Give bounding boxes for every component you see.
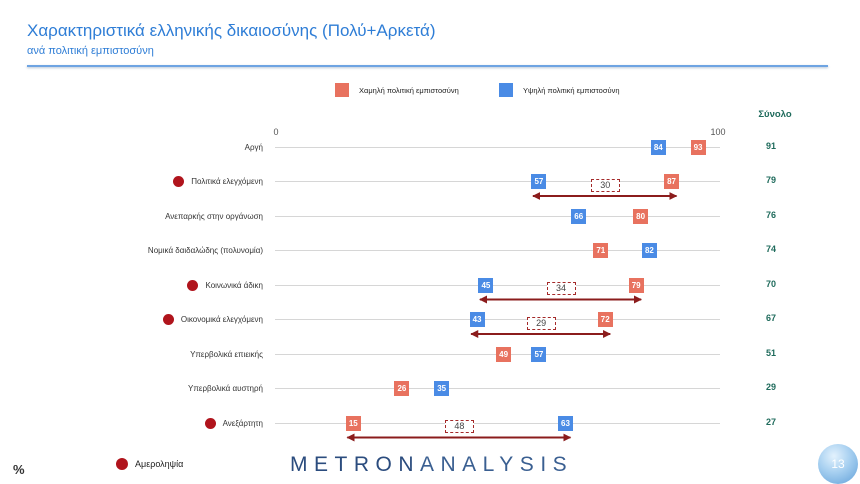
category-label: Πολιτικά ελεγχόμενη (173, 176, 263, 188)
low-trust-value-box: 26 (394, 381, 410, 396)
low-trust-value-box: 15 (345, 415, 361, 431)
slide-title: Χαρακτηριστικά ελληνικής δικαιοσύνης (Πο… (27, 21, 436, 40)
low-trust-value-box: 79 (628, 277, 644, 293)
impartiality-dot-icon (204, 417, 216, 429)
high-trust-value-box: 43 (469, 312, 485, 327)
total-value: 91 (765, 140, 776, 151)
x-tick-label: 100 (710, 127, 726, 137)
x-tick-label: 0 (273, 127, 279, 137)
gridline (275, 319, 720, 320)
gap-label: 30 (590, 178, 620, 192)
category-label-text: Υπερβολικά επιεικής (190, 349, 263, 359)
gridline (275, 422, 720, 424)
high-trust-value-box: 57 (531, 346, 547, 362)
impartiality-legend: Αμεροληψία (116, 457, 183, 470)
category-label: Οικονομικά ελεγχόμενη (162, 314, 263, 326)
unit-symbol: % (13, 462, 25, 477)
category-label: Υπερβολικά επιεικής (190, 348, 263, 360)
legend-label-high-trust: Υψηλή πολιτική εμπιστοσύνη (523, 85, 620, 95)
category-label: Ανεξάρτητη (204, 417, 263, 429)
total-column-header: Σύνολο (758, 109, 792, 120)
gridline (275, 388, 720, 389)
gap-label: 48 (444, 420, 474, 433)
low-trust-value-box: 71 (593, 243, 609, 258)
high-trust-value-box: 57 (531, 174, 547, 189)
impartiality-dot-icon (116, 457, 128, 470)
gap-label: 29 (526, 316, 556, 330)
category-label-text: Νομικά δαιδαλώδης (πολυνομία) (147, 246, 263, 255)
slide-subtitle: ανά πολιτική εμπιστοσύνη (27, 45, 154, 57)
impartiality-dot-icon (173, 176, 185, 187)
page-number-badge: 13 (818, 444, 858, 484)
category-label: Υπερβολικά αυστηρή (188, 383, 263, 395)
gridline (275, 146, 720, 148)
category-label-text: Αργή (244, 142, 263, 152)
gridline (275, 215, 720, 217)
gridline (275, 284, 720, 286)
low-trust-value-box: 80 (633, 208, 649, 224)
logo-secondary: ANALYSIS (420, 453, 574, 476)
category-label-text: Ανεξάρτητη (222, 418, 263, 428)
category-label-text: Κοινωνικά άδικη (205, 280, 263, 290)
total-value: 51 (765, 347, 776, 358)
title-underline (27, 65, 828, 67)
category-label-text: Οικονομικά ελεγχόμενη (180, 315, 263, 324)
high-trust-value-box: 35 (434, 381, 450, 396)
category-label: Αργή (245, 141, 263, 153)
legend-item-low-trust: Χαμηλή πολιτική εμπιστοσύνη (335, 83, 459, 97)
total-value: 74 (765, 244, 776, 254)
category-label: Κοινωνικά άδικη (187, 279, 263, 291)
category-label: Ανεπαρκής στην οργάνωση (165, 210, 263, 222)
total-value: 76 (765, 209, 776, 220)
logo-primary: METRON (290, 453, 420, 476)
high-trust-value-box: 66 (571, 208, 587, 224)
impartiality-dot-icon (187, 279, 199, 291)
high-trust-value-box: 82 (641, 243, 657, 258)
low-trust-value-box: 72 (597, 312, 613, 327)
gridline (275, 181, 720, 182)
category-label-text: Υπερβολικά αυστηρή (188, 384, 263, 393)
total-value: 79 (765, 175, 776, 185)
high-trust-value-box: 84 (650, 139, 666, 155)
total-value: 27 (765, 416, 776, 427)
legend-item-high-trust: Υψηλή πολιτική εμπιστοσύνη (499, 83, 620, 97)
category-label: Νομικά δαιδαλώδης (πολυνομία) (148, 245, 263, 257)
legend-label-low-trust: Χαμηλή πολιτική εμπιστοσύνη (359, 85, 459, 95)
gridline (275, 250, 720, 251)
low-trust-swatch (335, 83, 349, 97)
impartiality-dot-icon (162, 314, 174, 325)
impartiality-legend-label: Αμεροληψία (135, 458, 184, 469)
high-trust-swatch (499, 83, 513, 97)
total-value: 67 (765, 313, 776, 323)
total-value: 70 (765, 278, 776, 289)
gap-label: 34 (546, 282, 576, 295)
high-trust-value-box: 45 (478, 277, 494, 293)
low-trust-value-box: 49 (496, 346, 512, 362)
metron-analysis-logo: METRONANALYSIS (290, 453, 573, 477)
category-label-text: Ανεπαρκής στην οργάνωση (165, 211, 263, 221)
low-trust-value-box: 87 (664, 174, 680, 189)
high-trust-value-box: 63 (557, 415, 573, 431)
total-value: 29 (765, 382, 776, 392)
low-trust-value-box: 93 (690, 139, 706, 155)
category-label-text: Πολιτικά ελεγχόμενη (191, 177, 263, 186)
